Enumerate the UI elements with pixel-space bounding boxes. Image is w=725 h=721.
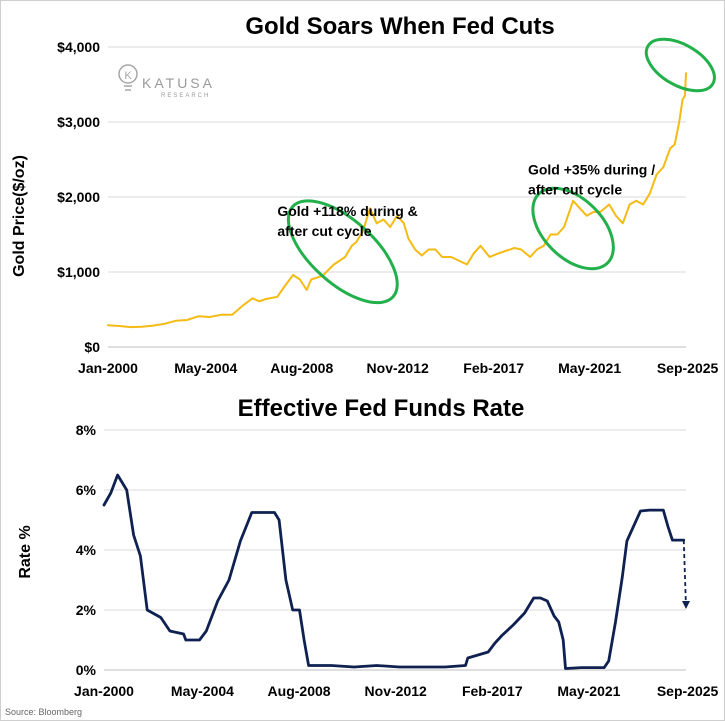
gold-y-tick-label: $2,000 — [57, 189, 100, 205]
gold-highlight-ellipse — [644, 37, 716, 93]
gold-highlight-ellipse — [531, 186, 615, 271]
gold-x-tick-label: May-2004 — [174, 360, 237, 376]
rate-y-tick-label: 8% — [76, 422, 97, 438]
gold-annotation-line: after cut cycle — [277, 223, 371, 239]
rate-x-tick-label: Jan-2000 — [74, 683, 134, 699]
gold-line — [107, 72, 687, 329]
rate-x-tick-label: Aug-2008 — [268, 683, 331, 699]
gold-x-tick-label: Aug-2008 — [270, 360, 333, 376]
katusa-logo: K KATUSA RESEARCH — [118, 64, 215, 99]
rate-x-tick-label: May-2004 — [171, 683, 234, 699]
rate-y-ticks: 0% 2% 4% 6% 8% — [76, 422, 97, 678]
gold-y-tick-label: $0 — [84, 339, 100, 355]
gold-highlights — [286, 37, 716, 305]
lightbulb-icon: K — [118, 64, 138, 91]
rate-series — [102, 473, 690, 670]
rate-x-tick-label: May-2021 — [557, 683, 620, 699]
gold-grid — [108, 46, 686, 348]
rate-line — [102, 473, 686, 670]
gold-price-chart: Gold Soars When Fed Cuts K KATUSA RESEAR… — [11, 13, 719, 376]
source-note: Source: Bloomberg — [5, 707, 82, 717]
logo-name: KATUSA — [142, 75, 215, 91]
rate-grid — [104, 429, 686, 671]
gold-highlight-ellipse — [286, 199, 399, 305]
gold-y-tick-label: $3,000 — [57, 114, 100, 130]
gold-y-ticks: $0 $1,000 $2,000 $3,000 $4,000 — [57, 39, 100, 355]
rate-y-tick-label: 2% — [76, 602, 97, 618]
gold-annotations: Gold +118% during & after cut cycle Gold +… — [277, 162, 655, 239]
gold-x-tick-label: Feb-2017 — [463, 360, 524, 376]
gold-annotation-line: after cut cycle — [528, 182, 622, 198]
gold-annotation-line: Gold +35% during / — [528, 162, 655, 178]
rate-x-tick-label: Nov-2012 — [365, 683, 427, 699]
logo-subtitle: RESEARCH — [161, 93, 210, 99]
gold-x-tick-label: Jan-2000 — [78, 360, 138, 376]
rate-y-axis-label: Rate % — [17, 525, 34, 578]
rate-y-tick-label: 0% — [76, 662, 97, 678]
gold-series — [107, 72, 687, 329]
gold-y-tick-label: $1,000 — [57, 264, 100, 280]
gold-y-axis-label: Gold Price($/oz) — [11, 155, 28, 277]
rate-chart-title: Effective Fed Funds Rate — [238, 395, 525, 422]
rate-x-ticks: Jan-2000 May-2004 Aug-2008 Nov-2012 Feb-2017… — [74, 683, 719, 699]
gold-x-tick-label: May-2021 — [558, 360, 621, 376]
rate-projection-arrowhead — [682, 601, 690, 609]
gold-x-tick-label: Sep-2025 — [657, 360, 719, 376]
gold-x-ticks: Jan-2000 May-2004 Aug-2008 Nov-2012 Feb-2017… — [78, 360, 719, 376]
svg-text:K: K — [124, 70, 132, 82]
gold-annotation-line: Gold +118% during & — [277, 203, 417, 219]
rate-x-tick-label: Sep-2025 — [657, 683, 719, 699]
gold-chart-title: Gold Soars When Fed Cuts — [245, 13, 554, 40]
rate-y-tick-label: 6% — [76, 482, 97, 498]
fed-funds-chart: Effective Fed Funds Rate 0% 2% 4% 6% 8% Jan-… — [17, 395, 719, 699]
gold-y-tick-label: $4,000 — [57, 39, 100, 55]
rate-y-tick-label: 4% — [76, 542, 97, 558]
rate-x-tick-label: Feb-2017 — [462, 683, 523, 699]
gold-x-tick-label: Nov-2012 — [367, 360, 429, 376]
